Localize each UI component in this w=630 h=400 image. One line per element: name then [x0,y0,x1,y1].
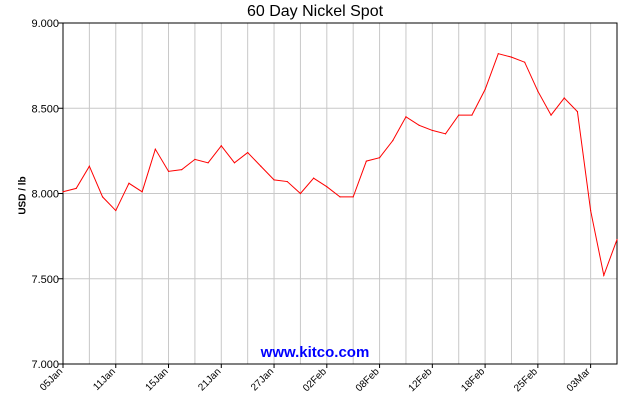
data-point [313,177,315,179]
x-tick-label: 15Jan [144,366,171,393]
data-point [590,209,592,212]
data-point [273,179,275,181]
y-tick-label: 9.000 [31,18,59,30]
x-tick-label: 18Feb [459,366,487,394]
data-point [431,129,433,132]
price-line [62,53,618,278]
x-tick-label: 02Feb [301,366,329,394]
x-tick-label: 12Feb [407,366,435,394]
chart-title: 60 Day Nickel Spot [246,3,384,20]
x-tick-label: 08Feb [354,366,382,394]
data-point [181,169,183,171]
data-point [418,124,420,126]
x-tick-label: 25Feb [512,366,540,394]
data-point [603,274,605,276]
data-point [326,186,328,188]
data-point [220,145,222,147]
data-point [524,61,526,63]
data-point [128,182,130,184]
data-point [339,196,341,198]
y-tick-label: 7.000 [31,359,59,371]
y-tick-label: 7.500 [31,274,59,286]
x-tick-label: 27Jan [249,366,276,393]
data-point [88,165,90,167]
x-tick-label: 21Jan [196,366,223,393]
data-point [207,162,209,164]
data-point [260,165,262,167]
data-point [247,151,249,154]
plot-frame [62,22,618,365]
data-point [471,114,473,116]
data-point [563,97,565,99]
data-point [444,133,447,135]
data-point [616,238,618,241]
data-point [62,191,64,193]
data-point [484,88,486,91]
data-point [537,90,539,92]
y-tick-label: 8.500 [31,103,59,115]
data-point [405,116,407,118]
data-point [299,192,302,195]
data-point [154,148,156,150]
watermark-link[interactable]: www.kitco.com [260,344,370,361]
x-tick-label: 03Mar [565,366,593,394]
data-point [550,114,552,116]
data-point [75,187,77,189]
y-tick-label: 8.000 [31,189,59,201]
data-point [352,196,354,198]
data-point [286,180,288,183]
data-point [101,196,104,198]
data-point [194,158,196,160]
data-point [497,53,499,55]
data-point [233,162,236,164]
data-point [378,157,381,159]
data-point [458,114,460,116]
data-point [576,111,579,113]
data-point [365,160,367,162]
x-tick-label: 11Jan [91,366,118,393]
data-point [167,170,170,172]
data-point [392,140,394,142]
data-point [141,191,143,193]
data-point [115,209,117,212]
data-point [510,56,513,58]
